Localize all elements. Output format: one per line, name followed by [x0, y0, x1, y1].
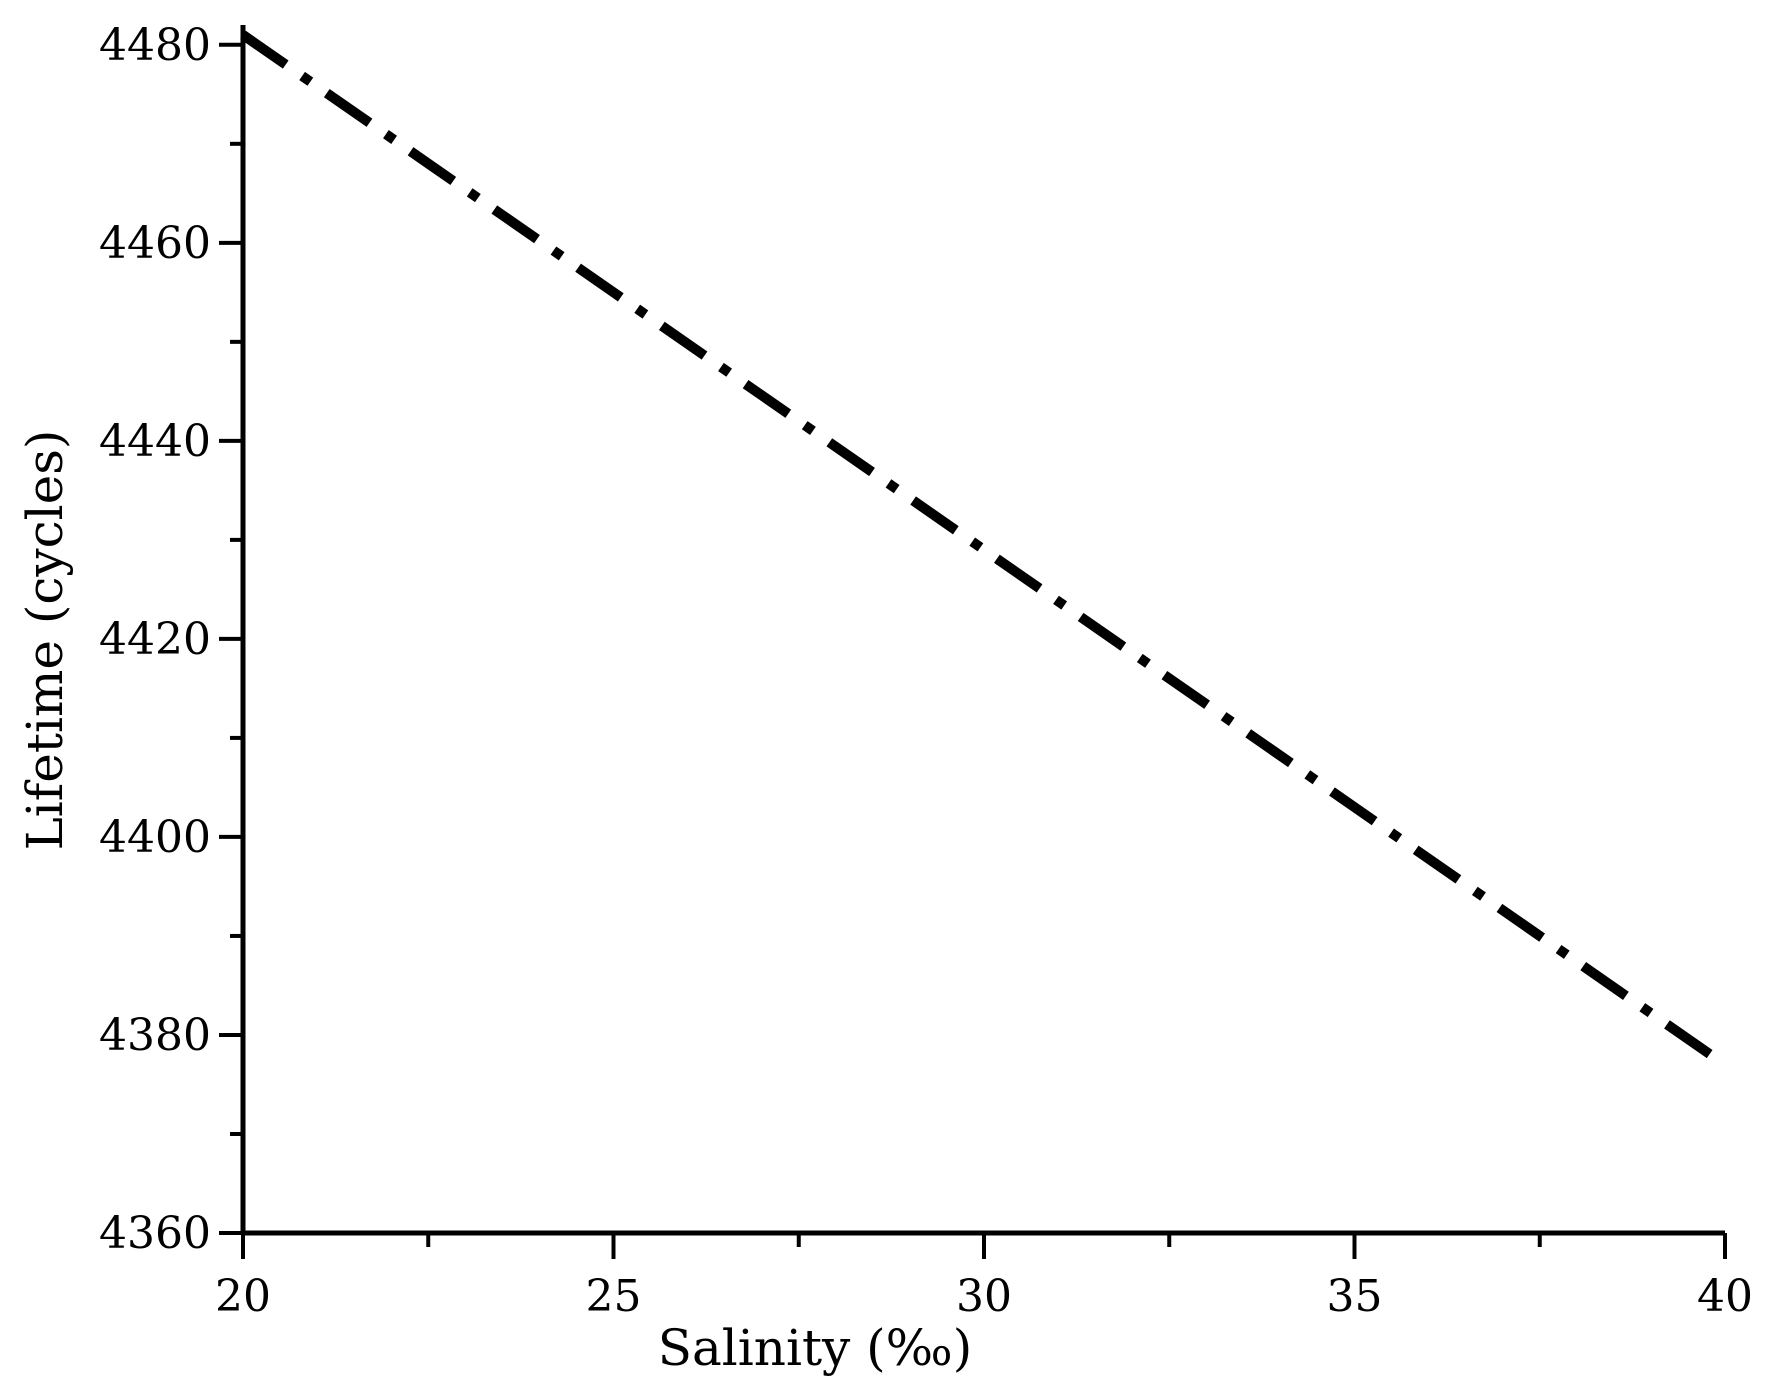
y-tick-label: 4380 — [99, 1010, 211, 1061]
y-tick-label: 4360 — [99, 1208, 211, 1259]
series-line — [240, 30, 1728, 1069]
x-tick-label: 40 — [1697, 1271, 1753, 1322]
x-tick-label: 30 — [956, 1271, 1012, 1322]
plot-area — [240, 30, 1728, 1069]
x-tick-label: 35 — [1327, 1271, 1383, 1322]
axes: 4360 4380 4400 4420 4440 4460 4480 20 25 30 35 40 — [99, 20, 1753, 1322]
y-tick-label: 4440 — [99, 416, 211, 467]
x-axis-title: Salinity (‰) — [658, 1319, 973, 1377]
y-tick-label: 4420 — [99, 614, 211, 665]
y-axis-title: Lifetime (cycles) — [16, 430, 74, 851]
y-tick-label: 4480 — [99, 20, 211, 71]
x-tick-label: 20 — [215, 1271, 271, 1322]
y-tick-label: 4460 — [99, 218, 211, 269]
y-tick-label: 4400 — [99, 812, 211, 863]
x-tick-label: 25 — [586, 1271, 642, 1322]
